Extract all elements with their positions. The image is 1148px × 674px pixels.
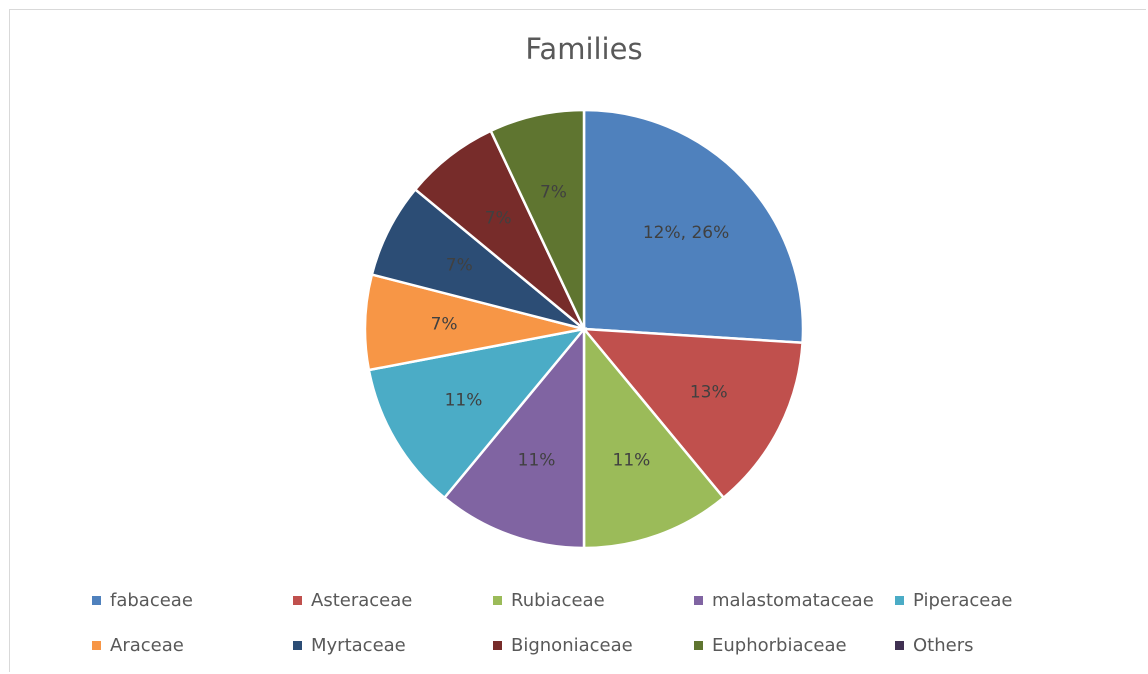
data-label-euphorbiaceae: 7% bbox=[540, 182, 567, 202]
data-label-piperaceae: 11% bbox=[445, 390, 483, 410]
data-label-malastomataceae: 11% bbox=[518, 451, 556, 471]
pie-slice-euphorbiaceae bbox=[489, 108, 586, 330]
pie-slice-asteraceae bbox=[581, 327, 804, 500]
data-label-asteraceae: 13% bbox=[690, 383, 728, 403]
data-label-bignoniaceae: 7% bbox=[485, 208, 512, 228]
pie-slice-fabaceae bbox=[582, 108, 805, 345]
chart-title: Families bbox=[525, 32, 643, 66]
pie-slice-malastomataceae bbox=[442, 325, 586, 550]
data-label-araceae: 7% bbox=[431, 315, 458, 335]
data-label-myrtaceae: 7% bbox=[446, 255, 473, 275]
data-label-fabaceae: 12%, 26% bbox=[643, 223, 729, 243]
data-label-rubiaceae: 11% bbox=[613, 451, 651, 471]
pie-slice-piperaceae bbox=[367, 327, 588, 500]
pie-slice-rubiaceae bbox=[582, 325, 726, 550]
